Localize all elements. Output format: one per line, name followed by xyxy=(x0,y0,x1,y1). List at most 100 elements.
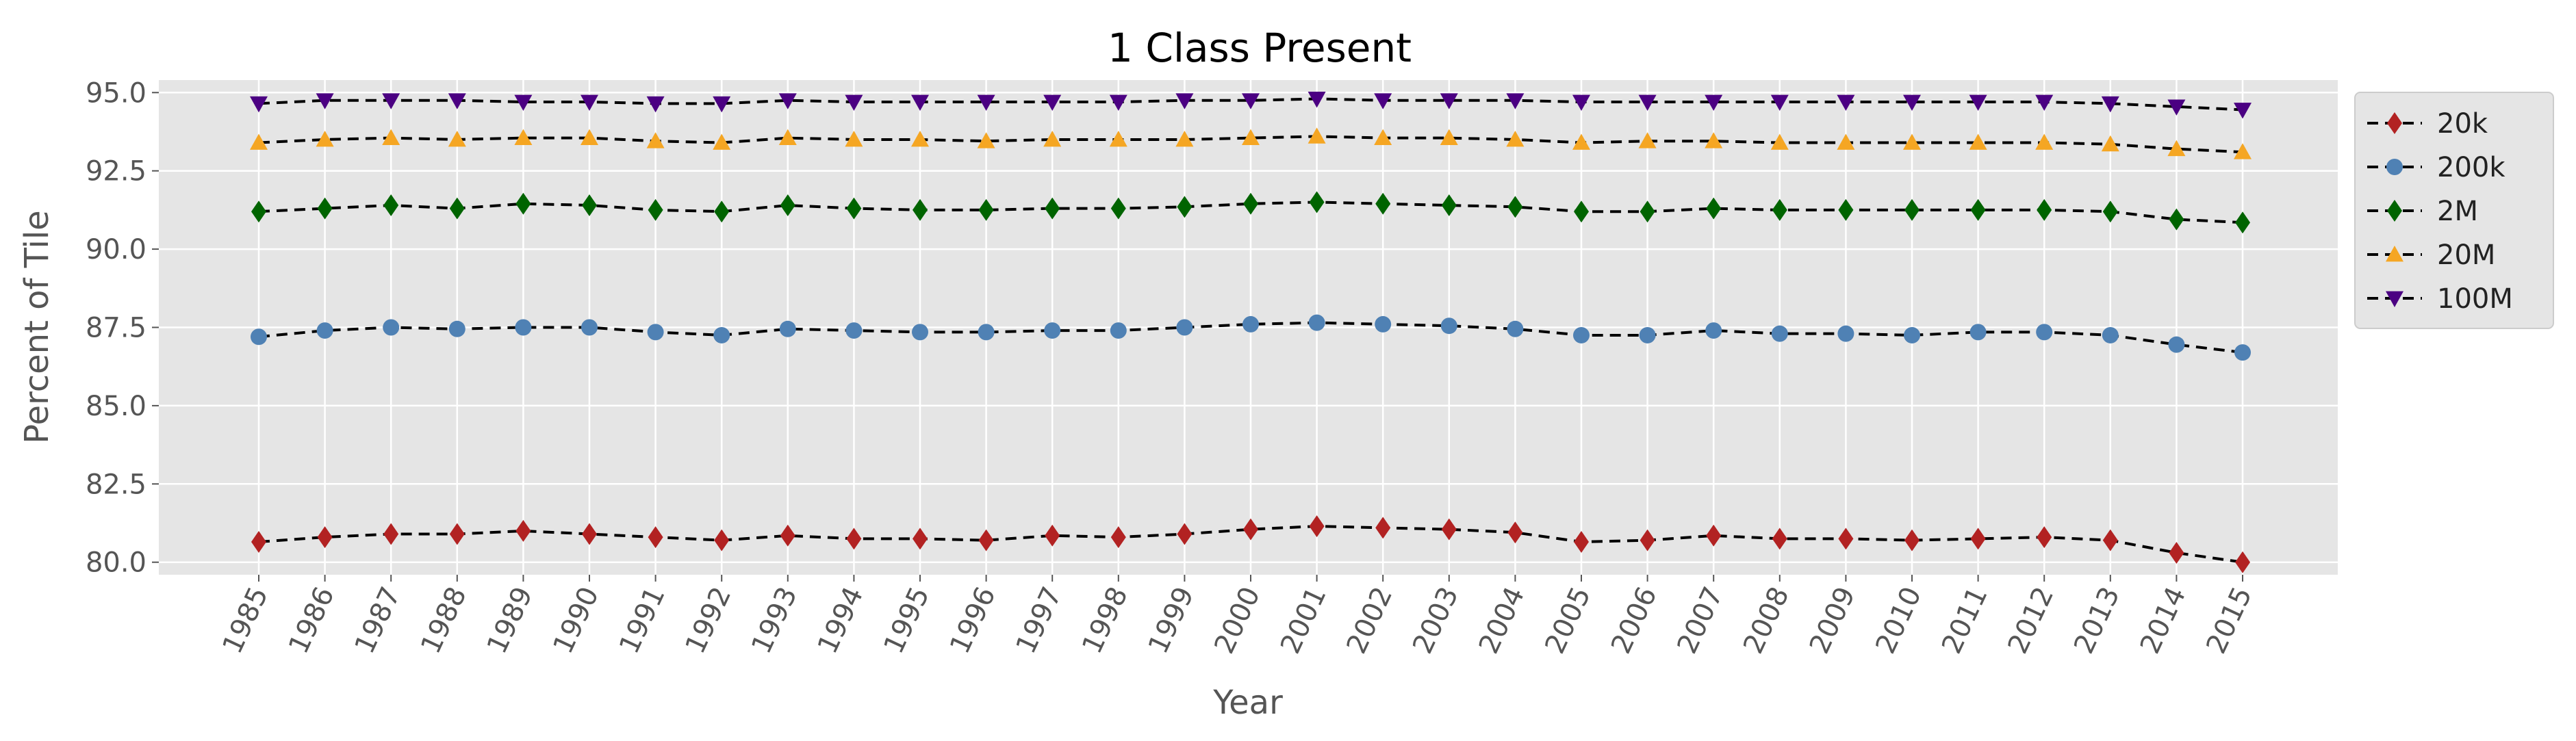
data-point-2M xyxy=(1772,198,1787,221)
x-axis-ticks: 1985 1986 1987 1988 1989 1990 1991 1992 1993 1994… xyxy=(216,575,2258,658)
data-point-20k xyxy=(251,530,266,553)
data-point-2M xyxy=(978,198,994,221)
data-point-200k xyxy=(1771,325,1788,342)
data-point-20M xyxy=(1043,130,1062,147)
x-tick-label: 2006 xyxy=(1605,582,1663,659)
data-point-2M xyxy=(714,200,730,223)
data-point-20k xyxy=(383,523,399,545)
data-point-20k xyxy=(1243,518,1258,541)
x-tick-label: 1998 xyxy=(1076,582,1134,659)
data-point-20M xyxy=(514,129,533,146)
data-point-20k xyxy=(2102,529,2118,551)
x-tick-label: 1997 xyxy=(1010,582,1069,659)
x-tick-label: 2015 xyxy=(2200,582,2258,659)
data-point-20M xyxy=(977,132,995,148)
data-point-200k xyxy=(1110,322,1127,339)
legend-marker-200k xyxy=(2386,159,2403,175)
data-point-20k xyxy=(780,524,795,547)
data-point-200k xyxy=(1308,314,1325,331)
data-point-20k xyxy=(1177,523,1193,545)
data-point-20k xyxy=(913,528,928,550)
data-point-2M xyxy=(1574,200,1589,223)
data-point-200k xyxy=(383,319,400,336)
x-tick-label: 1990 xyxy=(547,582,605,659)
data-point-100M xyxy=(1969,94,1987,112)
data-point-20k xyxy=(2037,526,2052,549)
data-point-200k xyxy=(251,328,267,346)
data-point-2M xyxy=(2102,200,2118,223)
data-point-20M xyxy=(382,129,400,146)
data-point-200k xyxy=(1242,315,1259,333)
data-point-100M xyxy=(1506,93,1525,109)
y-axis-ticks: 80.0 82.5 85.0 87.5 90.0 92.5 95.0 xyxy=(86,77,159,579)
data-point-20M xyxy=(2234,143,2252,159)
data-point-100M xyxy=(1043,94,1062,112)
data-point-200k xyxy=(2234,344,2251,361)
series-2M xyxy=(251,191,2250,234)
data-point-200k xyxy=(1837,325,1854,342)
data-point-200k xyxy=(1904,326,1920,343)
data-point-20k xyxy=(1904,529,1920,551)
data-point-100M xyxy=(713,96,731,113)
data-point-20k xyxy=(449,523,465,545)
legend-marker-100M xyxy=(2386,291,2403,307)
data-point-100M xyxy=(1572,94,1590,112)
series-20M xyxy=(250,127,2252,159)
data-point-100M xyxy=(1638,94,1657,112)
chart-title: 1 Class Present xyxy=(1108,25,1412,71)
data-point-100M xyxy=(316,93,334,109)
x-tick-label: 2004 xyxy=(1473,582,1531,659)
series-20k xyxy=(251,515,2250,573)
data-point-20k xyxy=(2169,541,2184,564)
data-point-20M xyxy=(1705,132,1723,148)
data-point-200k xyxy=(1705,322,1722,339)
data-point-100M xyxy=(646,96,665,113)
legend-label-200k: 200k xyxy=(2437,152,2505,183)
series-200k xyxy=(251,314,2251,361)
data-point-200k xyxy=(1639,326,1656,343)
data-point-20k xyxy=(582,523,597,545)
data-point-20M xyxy=(1969,133,1987,150)
x-tick-label: 1995 xyxy=(878,582,936,659)
data-point-20k xyxy=(1706,524,1722,547)
x-tick-label: 2003 xyxy=(1407,582,1465,659)
data-point-100M xyxy=(1705,94,1723,112)
data-point-20k xyxy=(978,529,994,551)
data-point-2M xyxy=(1110,197,1126,220)
x-tick-label: 1994 xyxy=(812,582,870,659)
data-point-2M xyxy=(1243,192,1258,215)
data-point-200k xyxy=(1044,322,1061,339)
data-point-2M xyxy=(317,197,333,220)
data-point-200k xyxy=(713,326,730,343)
x-tick-label: 2011 xyxy=(1936,582,1994,659)
x-tick-label: 1993 xyxy=(745,582,804,659)
x-tick-label: 2000 xyxy=(1208,582,1266,659)
data-point-20M xyxy=(1440,129,1458,146)
data-point-100M xyxy=(1837,94,1855,112)
data-point-20M xyxy=(1506,130,1525,147)
data-point-20M xyxy=(1175,130,1194,147)
data-point-100M xyxy=(1374,93,1392,109)
data-point-2M xyxy=(913,198,928,221)
data-point-100M xyxy=(448,93,466,109)
data-point-200k xyxy=(779,320,796,337)
data-point-20M xyxy=(1638,132,1657,148)
data-point-2M xyxy=(1507,196,1523,218)
data-point-2M xyxy=(1441,194,1457,217)
data-point-20k xyxy=(714,529,730,551)
data-point-100M xyxy=(1308,92,1326,108)
legend: 20k 200k 2M 20M 100M xyxy=(2354,92,2554,329)
data-point-100M xyxy=(2167,99,2186,116)
data-point-200k xyxy=(1573,326,1590,343)
data-point-2M xyxy=(846,197,862,220)
y-tick-label: 80.0 xyxy=(86,547,146,579)
x-tick-label: 2012 xyxy=(2002,582,2061,659)
data-point-2M xyxy=(2235,211,2250,234)
data-point-2M xyxy=(2037,198,2052,221)
data-point-2M xyxy=(1177,196,1193,218)
y-tick-label: 87.5 xyxy=(86,313,146,344)
data-point-200k xyxy=(2036,324,2053,341)
data-point-20k xyxy=(1640,529,1655,551)
data-point-100M xyxy=(2234,103,2252,119)
data-point-100M xyxy=(845,94,863,112)
